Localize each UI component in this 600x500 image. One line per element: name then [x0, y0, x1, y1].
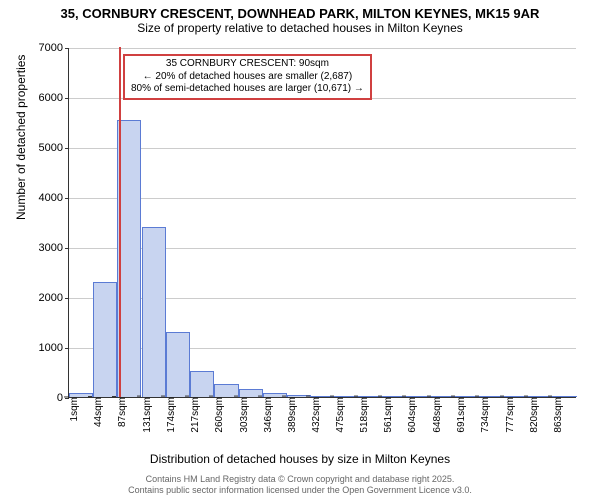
y-tick-label: 3000	[39, 242, 69, 254]
annotation-line1: 35 CORNBURY CRESCENT: 90sqm	[131, 58, 364, 71]
annotation-line3: 80% of semi-detached houses are larger (…	[131, 83, 364, 96]
gridline	[69, 198, 576, 199]
attribution-footer: Contains HM Land Registry data © Crown c…	[0, 474, 600, 496]
x-tick-label: 1sqm	[63, 397, 80, 421]
y-tick-label: 5000	[39, 142, 69, 154]
title-line1: 35, CORNBURY CRESCENT, DOWNHEAD PARK, MI…	[0, 6, 600, 21]
x-tick-label: 260sqm	[208, 397, 225, 433]
gridline	[69, 48, 576, 49]
x-tick-label: 44sqm	[87, 397, 104, 427]
x-tick-label: 131sqm	[136, 397, 153, 433]
x-tick-label: 389sqm	[281, 397, 298, 433]
x-tick-label: 648sqm	[426, 397, 443, 433]
x-tick-label: 87sqm	[111, 397, 128, 427]
x-tick-label: 691sqm	[450, 397, 467, 433]
histogram-bar	[166, 332, 190, 397]
x-tick-label: 303sqm	[233, 397, 250, 433]
x-tick-label: 174sqm	[160, 397, 177, 433]
histogram-bar	[93, 282, 117, 397]
histogram-bar	[190, 371, 214, 397]
footer-line1: Contains HM Land Registry data © Crown c…	[0, 474, 600, 485]
y-tick-label: 2000	[39, 292, 69, 304]
x-tick-label: 863sqm	[547, 397, 564, 433]
x-tick-label: 217sqm	[184, 397, 201, 433]
footer-line2: Contains public sector information licen…	[0, 485, 600, 496]
x-tick-label: 346sqm	[257, 397, 274, 433]
annotation-line2: ← 20% of detached houses are smaller (2,…	[131, 71, 364, 84]
chart-area: 0100020003000400050006000700035 CORNBURY…	[68, 48, 576, 398]
y-tick-label: 1000	[39, 342, 69, 354]
x-tick-label: 518sqm	[353, 397, 370, 433]
x-tick-label: 475sqm	[329, 397, 346, 433]
histogram-bar	[142, 227, 166, 397]
y-axis-label: Number of detached properties	[14, 55, 28, 220]
gridline	[69, 148, 576, 149]
x-tick-label: 734sqm	[474, 397, 491, 433]
plot-region: 0100020003000400050006000700035 CORNBURY…	[68, 48, 576, 398]
title-line2: Size of property relative to detached ho…	[0, 21, 600, 35]
x-tick-label: 561sqm	[377, 397, 394, 433]
property-marker-line	[119, 47, 121, 397]
y-tick-label: 4000	[39, 192, 69, 204]
chart-title-block: 35, CORNBURY CRESCENT, DOWNHEAD PARK, MI…	[0, 0, 600, 35]
x-tick-label: 604sqm	[401, 397, 418, 433]
y-tick-label: 7000	[39, 42, 69, 54]
x-tick-label: 432sqm	[305, 397, 322, 433]
x-tick-label: 820sqm	[523, 397, 540, 433]
annotation-box: 35 CORNBURY CRESCENT: 90sqm← 20% of deta…	[123, 54, 372, 100]
y-tick-label: 6000	[39, 92, 69, 104]
x-axis-label: Distribution of detached houses by size …	[0, 452, 600, 466]
x-tick-label: 777sqm	[499, 397, 516, 433]
